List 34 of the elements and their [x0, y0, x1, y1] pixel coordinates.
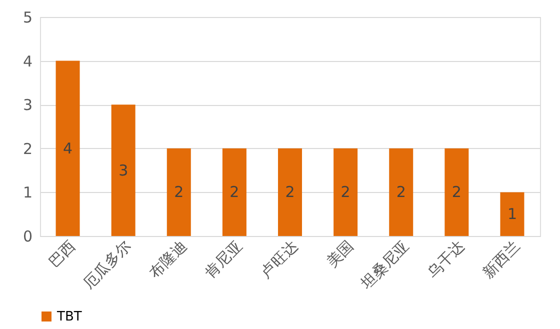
y-tick-label: 1	[22, 184, 32, 202]
bar	[222, 148, 246, 236]
data-label: 2	[396, 183, 406, 202]
data-label: 2	[230, 183, 240, 202]
bar	[389, 148, 414, 236]
y-tick-label: 3	[22, 96, 32, 114]
bar	[278, 148, 302, 236]
y-tick-label: 0	[22, 228, 32, 246]
x-tick-label: 肯尼亚	[201, 237, 246, 282]
x-tick-label: 厄瓜多尔	[79, 237, 135, 292]
data-label: 3	[118, 161, 128, 180]
x-tick-label: 巴西	[45, 237, 80, 272]
bar	[334, 148, 358, 236]
bar	[444, 148, 469, 236]
data-label: 1	[507, 205, 517, 224]
y-tick-label: 2	[22, 140, 32, 158]
legend-label: TBT	[56, 310, 82, 324]
data-label: 2	[285, 183, 295, 202]
x-tick-label: 新西兰	[478, 237, 524, 282]
x-tick-label: 乌干达	[423, 237, 468, 282]
bar	[166, 148, 191, 236]
y-tick-label: 4	[22, 52, 32, 70]
x-tick-label: 美国	[322, 237, 357, 272]
data-label: 4	[63, 139, 73, 158]
data-label: 2	[174, 183, 184, 202]
bar	[500, 192, 524, 236]
x-tick-label: 卢旺达	[256, 237, 302, 282]
x-tick-label: 布隆迪	[146, 237, 190, 282]
bar	[56, 60, 80, 236]
x-tick-label: 坦桑尼亚	[356, 237, 412, 293]
data-label: 2	[452, 183, 462, 202]
bar	[111, 104, 136, 236]
y-tick-label: 5	[22, 8, 32, 26]
data-label: 2	[340, 183, 350, 202]
